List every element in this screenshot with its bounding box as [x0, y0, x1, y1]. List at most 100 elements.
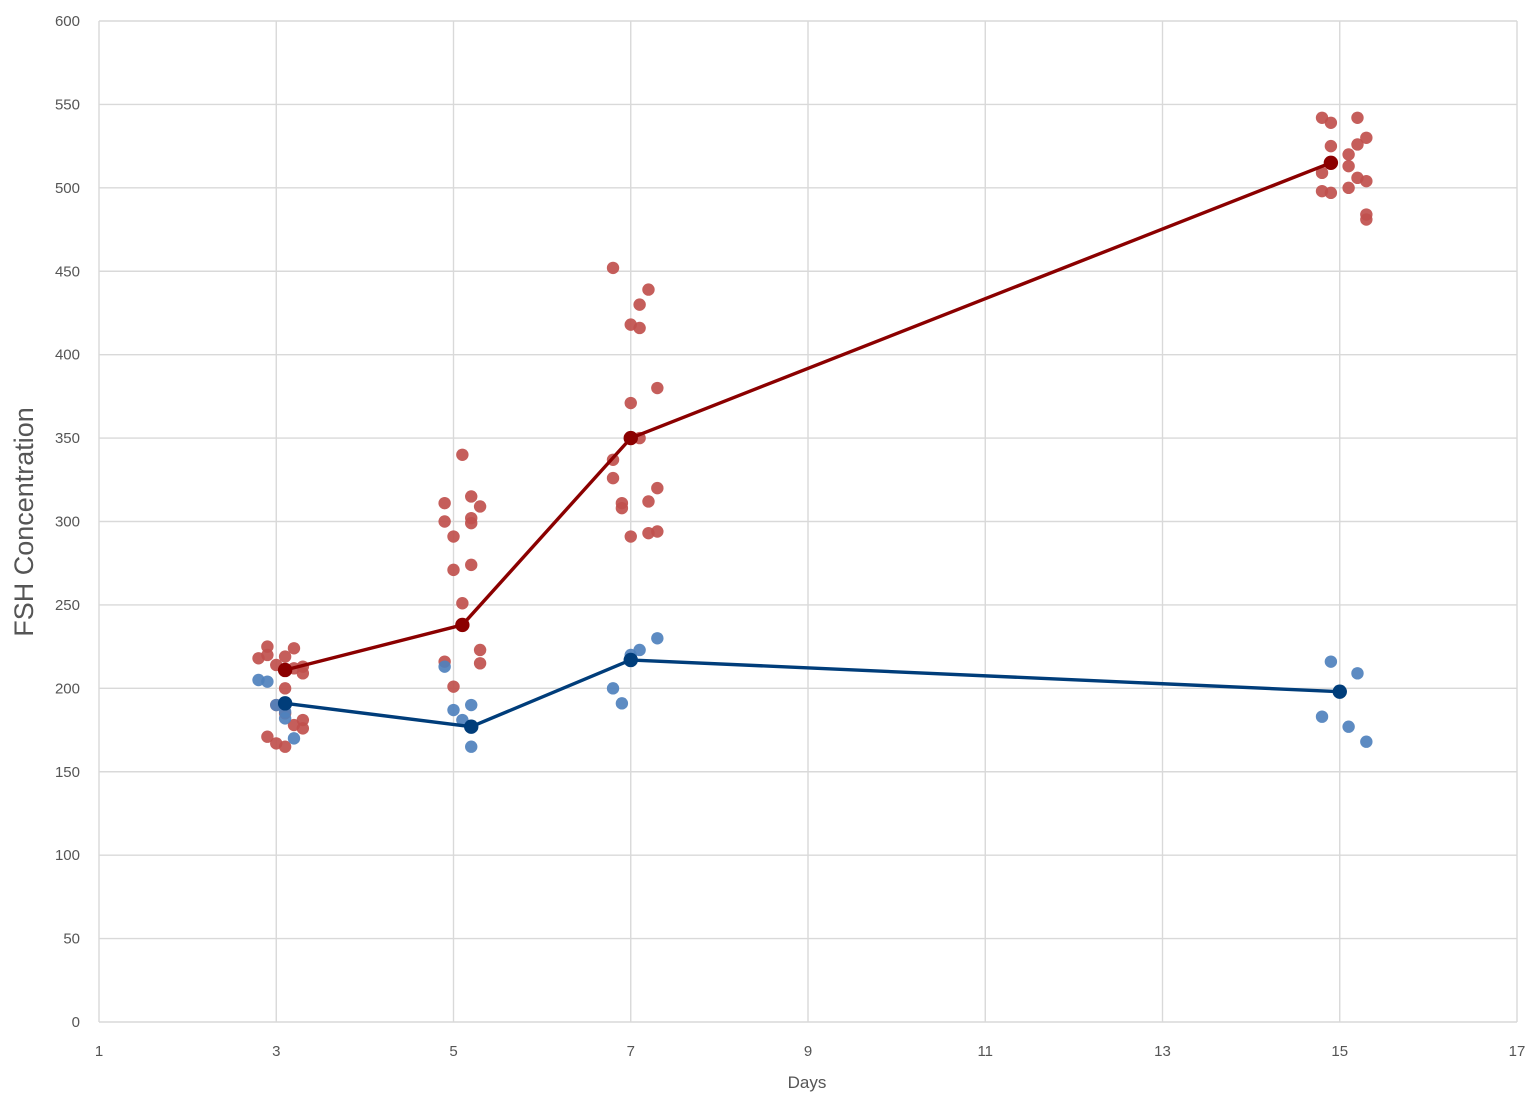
data-point: [642, 283, 655, 296]
data-point: [438, 496, 451, 510]
data-point: [606, 261, 620, 275]
x-tick-label: 15: [1331, 1043, 1348, 1060]
y-tick-label: 250: [55, 597, 80, 614]
data-point: [447, 703, 460, 717]
data-point: [1360, 735, 1373, 748]
x-tick-label: 1: [95, 1043, 103, 1060]
data-point: [287, 732, 301, 745]
series-0-mean: [277, 155, 1339, 678]
y-tick-label: 550: [55, 96, 80, 113]
data-point: [1351, 111, 1364, 124]
data-point: [1324, 655, 1338, 668]
y-tick-label: 100: [55, 847, 80, 864]
series-0-points: [252, 111, 1373, 753]
x-tick-label: 5: [449, 1043, 457, 1060]
mean-marker: [1332, 684, 1347, 699]
data-point: [651, 381, 664, 395]
x-tick-label: 17: [1509, 1043, 1526, 1060]
data-point: [447, 563, 460, 577]
data-point: [651, 632, 664, 645]
series-1-points: [252, 632, 1373, 753]
data-point: [473, 500, 487, 513]
data-point: [261, 648, 274, 662]
data-point: [606, 682, 620, 695]
data-point: [465, 558, 478, 572]
y-tick-label: 0: [72, 1014, 80, 1031]
x-tick-label: 7: [627, 1043, 635, 1060]
data-point: [438, 515, 451, 528]
data-point: [1315, 710, 1329, 723]
data-point: [287, 642, 301, 655]
data-point: [1342, 720, 1355, 733]
x-tick-label: 11: [977, 1043, 993, 1060]
data-point: [624, 396, 637, 410]
x-tick-label: 13: [1154, 1043, 1171, 1060]
data-point: [1315, 166, 1329, 180]
data-point: [473, 657, 487, 670]
data-point: [624, 530, 637, 543]
mean-marker: [277, 696, 293, 711]
data-point: [1360, 213, 1373, 226]
data-point: [473, 643, 487, 657]
y-tick-label: 600: [55, 13, 80, 30]
y-axis-title: FSH Concentration: [9, 407, 39, 637]
data-point: [465, 698, 478, 712]
y-tick-label: 500: [55, 180, 80, 197]
y-tick-label: 400: [55, 347, 80, 364]
data-point: [456, 448, 469, 461]
data-point: [1351, 138, 1364, 151]
data-point: [1324, 139, 1338, 153]
data-point: [651, 525, 664, 538]
data-point: [1342, 148, 1355, 161]
mean-marker: [623, 652, 638, 668]
y-tick-label: 200: [55, 680, 80, 697]
data-point: [615, 697, 629, 710]
x-tick-label: 3: [272, 1043, 280, 1060]
data-point: [1360, 131, 1373, 144]
y-tick-label: 450: [55, 263, 80, 280]
data-point: [278, 682, 292, 695]
y-tick-label: 50: [63, 931, 80, 948]
data-point: [465, 490, 478, 503]
y-tick-label: 300: [55, 514, 80, 531]
data-point: [261, 675, 274, 688]
data-point: [642, 495, 655, 508]
data-point: [261, 730, 274, 743]
data-point: [1360, 174, 1373, 188]
data-point: [1324, 116, 1338, 129]
data-point: [633, 298, 646, 311]
data-point: [1342, 159, 1355, 173]
data-point: [278, 650, 292, 663]
data-point: [633, 643, 646, 657]
mean-marker: [464, 719, 479, 734]
data-point: [456, 597, 469, 610]
mean-line: [284, 658, 1340, 729]
data-point: [606, 471, 620, 485]
x-axis-title: Days: [788, 1073, 827, 1092]
x-tick-label: 9: [804, 1043, 812, 1060]
data-point: [1342, 181, 1355, 195]
series-1-mean: [277, 652, 1347, 734]
grid-lines: [98, 20, 1518, 1023]
mean-line: [284, 161, 1332, 672]
data-point: [1351, 667, 1364, 680]
y-tick-label: 350: [55, 430, 80, 447]
data-point: [447, 530, 460, 543]
data-point: [465, 516, 478, 530]
data-point: [438, 660, 451, 673]
data-point: [296, 722, 310, 735]
data-point: [633, 321, 646, 335]
mean-marker: [623, 430, 638, 446]
mean-marker: [1323, 155, 1339, 171]
y-tick-label: 150: [55, 764, 80, 781]
data-point: [278, 740, 292, 753]
data-point: [615, 501, 629, 515]
data-series: [252, 111, 1373, 753]
mean-marker: [277, 662, 293, 678]
mean-marker: [455, 617, 470, 633]
data-point: [651, 481, 664, 495]
data-point: [465, 740, 478, 753]
data-point: [1324, 186, 1338, 200]
